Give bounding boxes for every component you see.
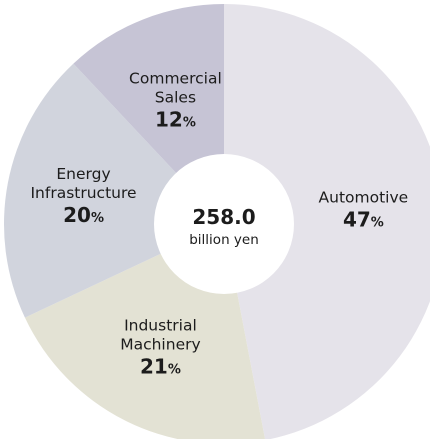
slice-energy-infrastructure [4, 63, 225, 318]
slice-labels: Automotive47%IndustrialMachinery21%Energ… [30, 69, 408, 378]
slice-label-line: Automotive [319, 188, 409, 206]
percent-sign: % [183, 115, 196, 130]
donut-hole [154, 154, 294, 294]
slice-label-line: Industrial [124, 317, 197, 335]
percent-sign: % [371, 215, 384, 230]
slice-label-line: Machinery [120, 336, 200, 354]
percent-sign: % [168, 363, 181, 378]
slice-label-line: Infrastructure [30, 184, 136, 202]
slice-automotive [224, 4, 430, 439]
percent-sign: % [91, 211, 104, 226]
center-total-value: 258.0 [192, 205, 255, 229]
slice-percent-label: 21% [140, 355, 181, 379]
slice-label-line: Commercial [129, 69, 222, 87]
slice-label-line: Sales [155, 88, 196, 106]
slice-label-line: Energy [56, 165, 110, 183]
center-total-unit: billion yen [189, 232, 259, 248]
